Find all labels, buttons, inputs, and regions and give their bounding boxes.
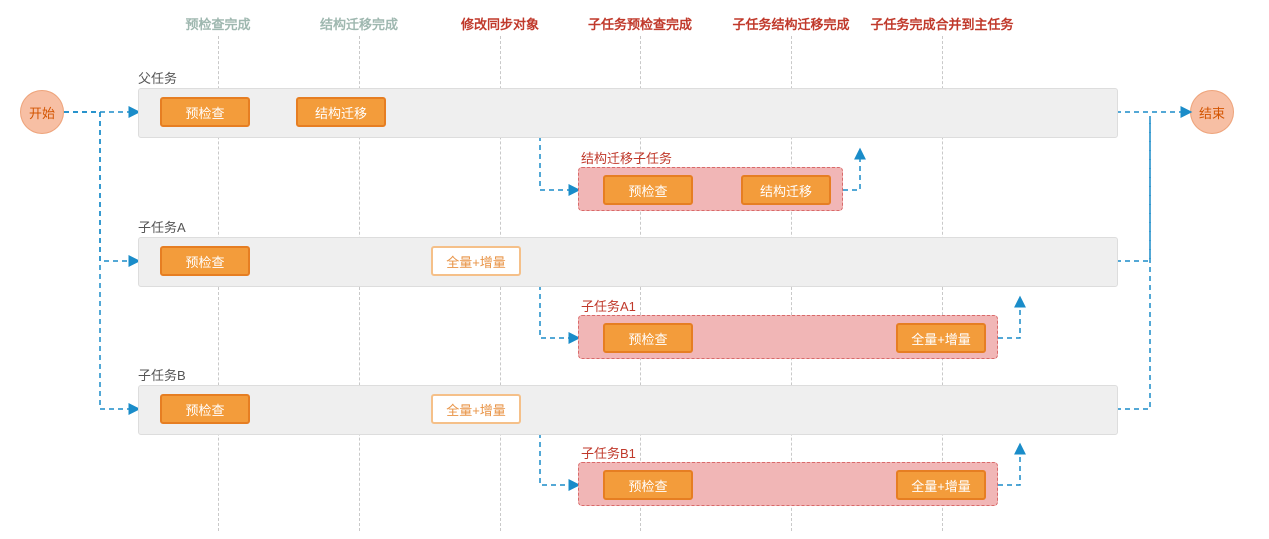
milestone-3: 修改同步对象 — [461, 14, 539, 33]
sub-act-0-1: 结构迁移 — [741, 175, 831, 205]
act-subA-3: 全量+增量 — [431, 246, 521, 276]
sub-act-2-1: 全量+增量 — [896, 470, 986, 500]
act-subB-4: 预检查 — [160, 394, 250, 424]
lane-box-subB — [138, 385, 1118, 435]
milestone-5: 子任务结构迁移完成 — [732, 14, 849, 33]
act-parent-0: 预检查 — [160, 97, 250, 127]
lane-parent-label: 父任务 — [138, 68, 177, 87]
act-parent-1: 结构迁移 — [296, 97, 386, 127]
lane-box-subA — [138, 237, 1118, 287]
sub-label-1: 子任务A1 — [581, 296, 636, 315]
sub-act-0-0: 预检查 — [603, 175, 693, 205]
act-subB-5: 全量+增量 — [431, 394, 521, 424]
lane-box-parent — [138, 88, 1118, 138]
end-node: 结束 — [1190, 90, 1234, 134]
milestone-2: 结构迁移完成 — [320, 14, 398, 33]
milestone-1: 预检查完成 — [185, 14, 250, 33]
sub-act-1-0: 预检查 — [603, 323, 693, 353]
sub-label-0: 结构迁移子任务 — [581, 148, 672, 167]
lane-subB-label: 子任务B — [138, 365, 186, 384]
milestone-4: 子任务预检查完成 — [588, 14, 692, 33]
start-node: 开始 — [20, 90, 64, 134]
sub-act-2-0: 预检查 — [603, 470, 693, 500]
lane-subA-label: 子任务A — [138, 217, 186, 236]
sub-act-1-1: 全量+增量 — [896, 323, 986, 353]
sub-label-2: 子任务B1 — [581, 443, 636, 462]
milestone-6: 子任务完成合并到主任务 — [870, 14, 1013, 33]
act-subA-2: 预检查 — [160, 246, 250, 276]
